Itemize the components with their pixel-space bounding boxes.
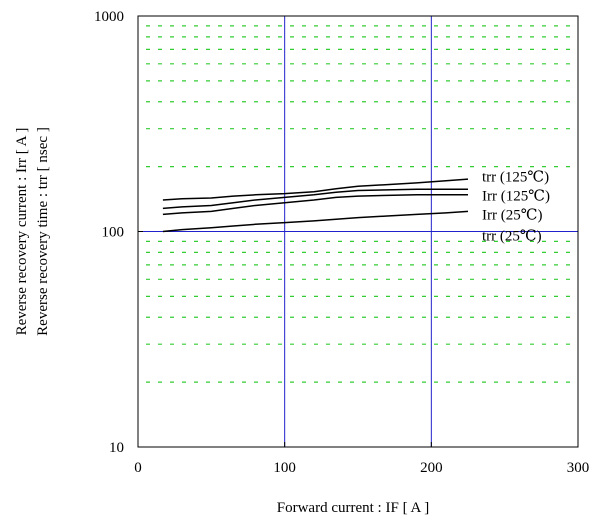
y-tick-label: 100 — [102, 225, 125, 241]
x-tick-label: 300 — [567, 460, 590, 476]
series-label: Irr (25℃) — [482, 207, 543, 223]
annotations: trr (125℃) Irr (125℃) Irr (25℃) trr (25℃) — [482, 169, 550, 244]
x-tick-label: 0 — [134, 460, 142, 476]
series-label: trr (25℃) — [482, 228, 542, 244]
series-label: trr (125℃) — [482, 169, 549, 185]
y-axis-ticks: 10 100 1000 — [94, 9, 143, 456]
y-axis-label-irr: Reverse recovery current : Irr [ A ] — [14, 128, 30, 336]
x-tick-label: 200 — [420, 460, 443, 476]
x-axis-ticks: 0 100 200 300 — [134, 442, 589, 476]
x-axis-label: Forward current : IF [ A ] — [277, 500, 429, 516]
series-line — [162, 210, 469, 233]
series-label: Irr (125℃) — [482, 188, 550, 204]
major-grid — [138, 16, 578, 447]
series-line — [162, 178, 469, 201]
y-axis-label-trr: Reverse recovery time : trr [ nsec ] — [35, 127, 51, 336]
y-tick-label: 10 — [109, 440, 124, 456]
series-lines — [162, 178, 469, 233]
series-line — [162, 188, 468, 210]
series-line — [162, 194, 468, 216]
y-tick-label: 1000 — [94, 9, 124, 25]
x-tick-label: 100 — [273, 460, 296, 476]
